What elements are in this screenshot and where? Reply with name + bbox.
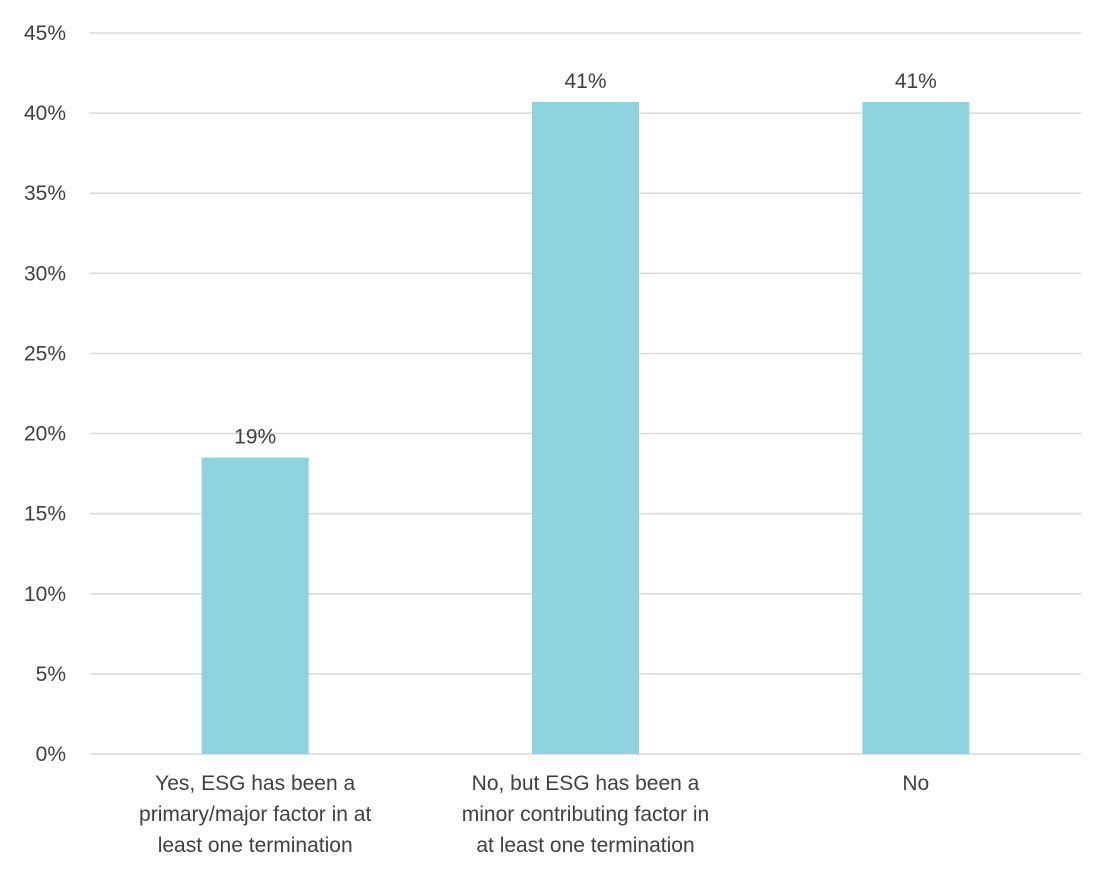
x-tick-label: Yes, ESG has been a primary/major factor … xyxy=(139,772,371,857)
y-tick-label: 35% xyxy=(24,182,66,205)
y-tick-label: 10% xyxy=(24,583,66,606)
bars xyxy=(201,101,970,754)
y-tick-label: 25% xyxy=(24,342,66,365)
y-tick-label: 30% xyxy=(24,262,66,285)
x-axis-tick-labels: Yes, ESG has been a primary/major factor … xyxy=(139,772,929,857)
data-label: 19% xyxy=(234,426,276,449)
y-tick-label: 20% xyxy=(24,423,66,446)
bar xyxy=(862,101,970,754)
y-axis-tick-labels: 0% 5% 10% 15% 20% 25% 30% 35% 40% 45% xyxy=(24,22,66,766)
data-label: 41% xyxy=(564,70,606,93)
x-tick-label: No xyxy=(902,772,929,795)
y-tick-label: 45% xyxy=(24,22,66,45)
y-tick-label: 40% xyxy=(24,102,66,125)
bar xyxy=(532,101,639,754)
y-tick-label: 0% xyxy=(36,743,66,766)
data-label: 41% xyxy=(895,70,937,93)
y-tick-label: 5% xyxy=(36,663,66,686)
y-tick-label: 15% xyxy=(24,503,66,526)
bar xyxy=(201,457,309,754)
x-tick-label: No, but ESG has been a minor contributing… xyxy=(462,772,709,857)
data-labels: 19% 41% 41% xyxy=(234,70,937,449)
